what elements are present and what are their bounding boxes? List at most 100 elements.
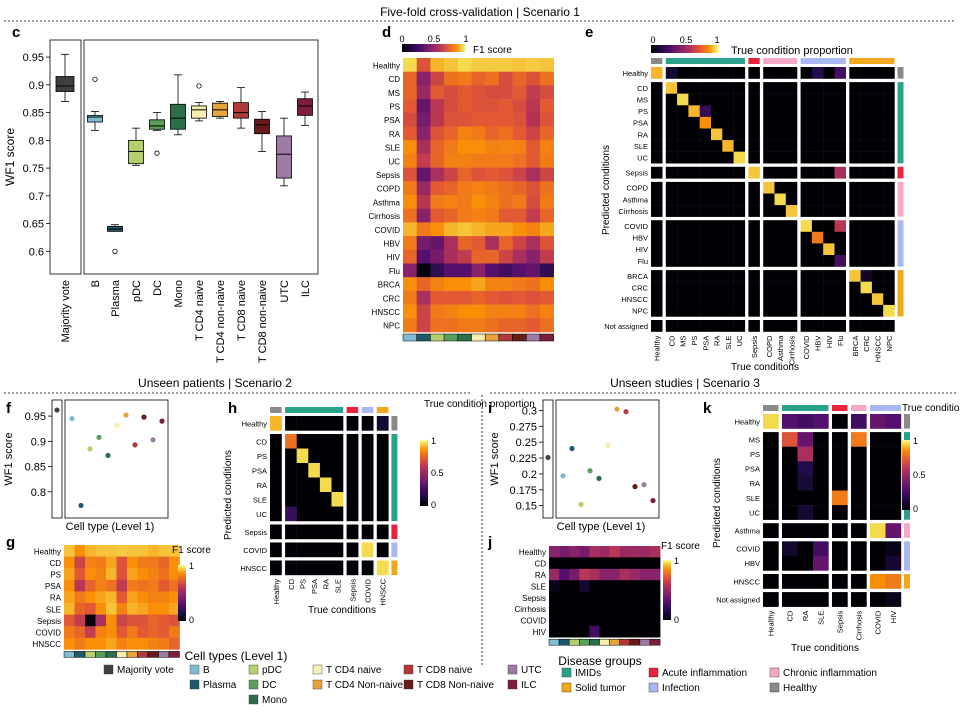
cell-covid-hbv: [811, 220, 824, 232]
cell-hiv-mono: [457, 249, 472, 264]
cell-sle-plasma: [74, 603, 86, 615]
cell-not-assigned-sle: [813, 592, 829, 607]
cell-healthy-copd: [763, 67, 775, 79]
x-tick-label: DC: [152, 280, 164, 296]
row-label-ra: RA: [638, 130, 648, 139]
cell-hiv-utc: [526, 249, 541, 264]
cell-hbv-flu: [834, 231, 846, 244]
y-axis-label: WF1 score: [3, 432, 15, 485]
cell-npc-ilc: [540, 318, 554, 333]
cell-cd-npc: [883, 82, 895, 94]
cell-hnscc-hiv: [823, 293, 835, 306]
box-body: [233, 102, 249, 119]
x-axis-label: Cell type (Level 1): [66, 521, 155, 533]
legend-label-t-cd4-non-naive: T CD4 Non-naive: [326, 680, 404, 691]
cell-npc-sepsis: [748, 304, 760, 317]
cell-psa-pdc: [430, 112, 445, 127]
cell-flu-b: [403, 263, 417, 278]
cell-healthy-t-cd8-non-naive: [148, 545, 159, 557]
row-label-healthy: Healthy: [373, 61, 400, 70]
cell-hnscc-sepsis: [748, 293, 760, 306]
cell-psa-ra: [797, 461, 814, 477]
cell-brca-sepsis: [748, 270, 760, 282]
cell-crc-covid: [800, 281, 813, 294]
strip-dc: [95, 651, 107, 658]
cell-sle-sepsis: [832, 490, 848, 506]
cell-sepsis-t-cd4-naive: [599, 591, 610, 604]
cell-healthy-t-cd8-naive: [137, 545, 149, 557]
cell-asthma-ra: [797, 523, 814, 538]
cell-psa-plasma: [416, 112, 431, 127]
cell-healthy-crc: [860, 67, 873, 79]
cell-ps-pdc: [85, 568, 96, 581]
cell-healthy-cirrhosis: [851, 414, 867, 429]
cell-crc-t-cd8-non-naive: [512, 290, 527, 305]
cell-hnscc-dc: [444, 304, 459, 319]
strip-dc: [443, 333, 459, 342]
cell-hnscc-ilc: [540, 304, 554, 319]
cell-ra-b: [64, 591, 75, 604]
cell-psa-t-cd8-naive: [498, 112, 513, 127]
cell-hbv-healthy: [651, 231, 663, 244]
cell-covid-utc: [158, 626, 170, 639]
row-label-cd: CD: [388, 75, 400, 84]
col-group-imids: [665, 58, 745, 64]
point-dc: [96, 434, 102, 440]
cell-ra-mono: [457, 126, 472, 141]
legend-label-plasma: Plasma: [203, 680, 237, 691]
cell-ms-mono: [457, 85, 472, 100]
cell-cd-t-cd8-non-naive: [512, 71, 527, 86]
row-group-infection: [904, 541, 910, 571]
cell-npc-t-cd8-naive: [498, 318, 513, 333]
cell-sepsis-ps: [688, 166, 700, 179]
cell-ps-sepsis: [748, 105, 760, 118]
cell-psa-mono: [457, 112, 472, 127]
cell-sepsis-dc: [95, 614, 107, 627]
row-label-covid: COVID: [36, 629, 62, 638]
strip-pdc: [568, 638, 580, 646]
legend-label-b: B: [203, 665, 210, 676]
cell-sle-dc: [444, 140, 459, 155]
cell-sepsis-ra: [319, 524, 332, 540]
cell-sle-t-cd8-non-naive: [512, 140, 527, 155]
cell-npc-brca: [849, 304, 861, 317]
cell-hiv-ilc: [650, 625, 661, 638]
cell-cd-healthy: [651, 82, 663, 94]
row-label-ra: RA: [257, 481, 267, 490]
row-label-flu: Flu: [638, 257, 648, 266]
cell-ms-cirrhosis: [785, 93, 798, 106]
cell-not-assigned-asthma: [774, 320, 786, 332]
col-group-imids: [782, 405, 829, 411]
row-label-asthma: Asthma: [373, 198, 401, 207]
strip-t-cd4-non-naive: [484, 333, 500, 342]
cell-cd-plasma: [74, 556, 86, 569]
cell-covid-healthy: [270, 542, 282, 558]
cell-ra-sle: [331, 477, 344, 493]
frame-cell-types: [64, 399, 169, 519]
y-tick-label: 0.65: [23, 219, 44, 231]
cell-hiv-ps: [688, 243, 700, 256]
cell-uc-ra: [711, 151, 723, 164]
cell-asthma-uc: [733, 193, 746, 206]
cell-healthy-brca: [849, 67, 861, 79]
cell-hbv-ilc: [540, 236, 554, 251]
cell-ps-ms: [677, 105, 689, 118]
y-tick-label: 0.8: [31, 487, 46, 499]
cell-sle-t-cd8-naive: [137, 603, 149, 615]
cell-copd-b: [403, 181, 417, 196]
y-tick-label: 0.2: [522, 469, 537, 481]
cell-psa-b: [64, 579, 75, 592]
cell-psa-sepsis: [346, 463, 359, 478]
cell-healthy-utc: [639, 546, 651, 558]
point-ilc: [159, 418, 165, 424]
cell-hiv-t-cd8-naive: [619, 625, 631, 638]
cell-ms-cd: [782, 432, 798, 447]
y-tick-label: 0.25: [516, 437, 537, 449]
cell-covid-cd: [285, 542, 297, 558]
cell-covid-mono: [457, 222, 472, 237]
cell-cd-crc: [860, 82, 873, 94]
cell-hnscc-sepsis: [346, 560, 359, 576]
cell-psa-ilc: [169, 579, 180, 592]
row-label-flu: Flu: [389, 267, 400, 276]
cell-ms-covid: [800, 93, 813, 106]
